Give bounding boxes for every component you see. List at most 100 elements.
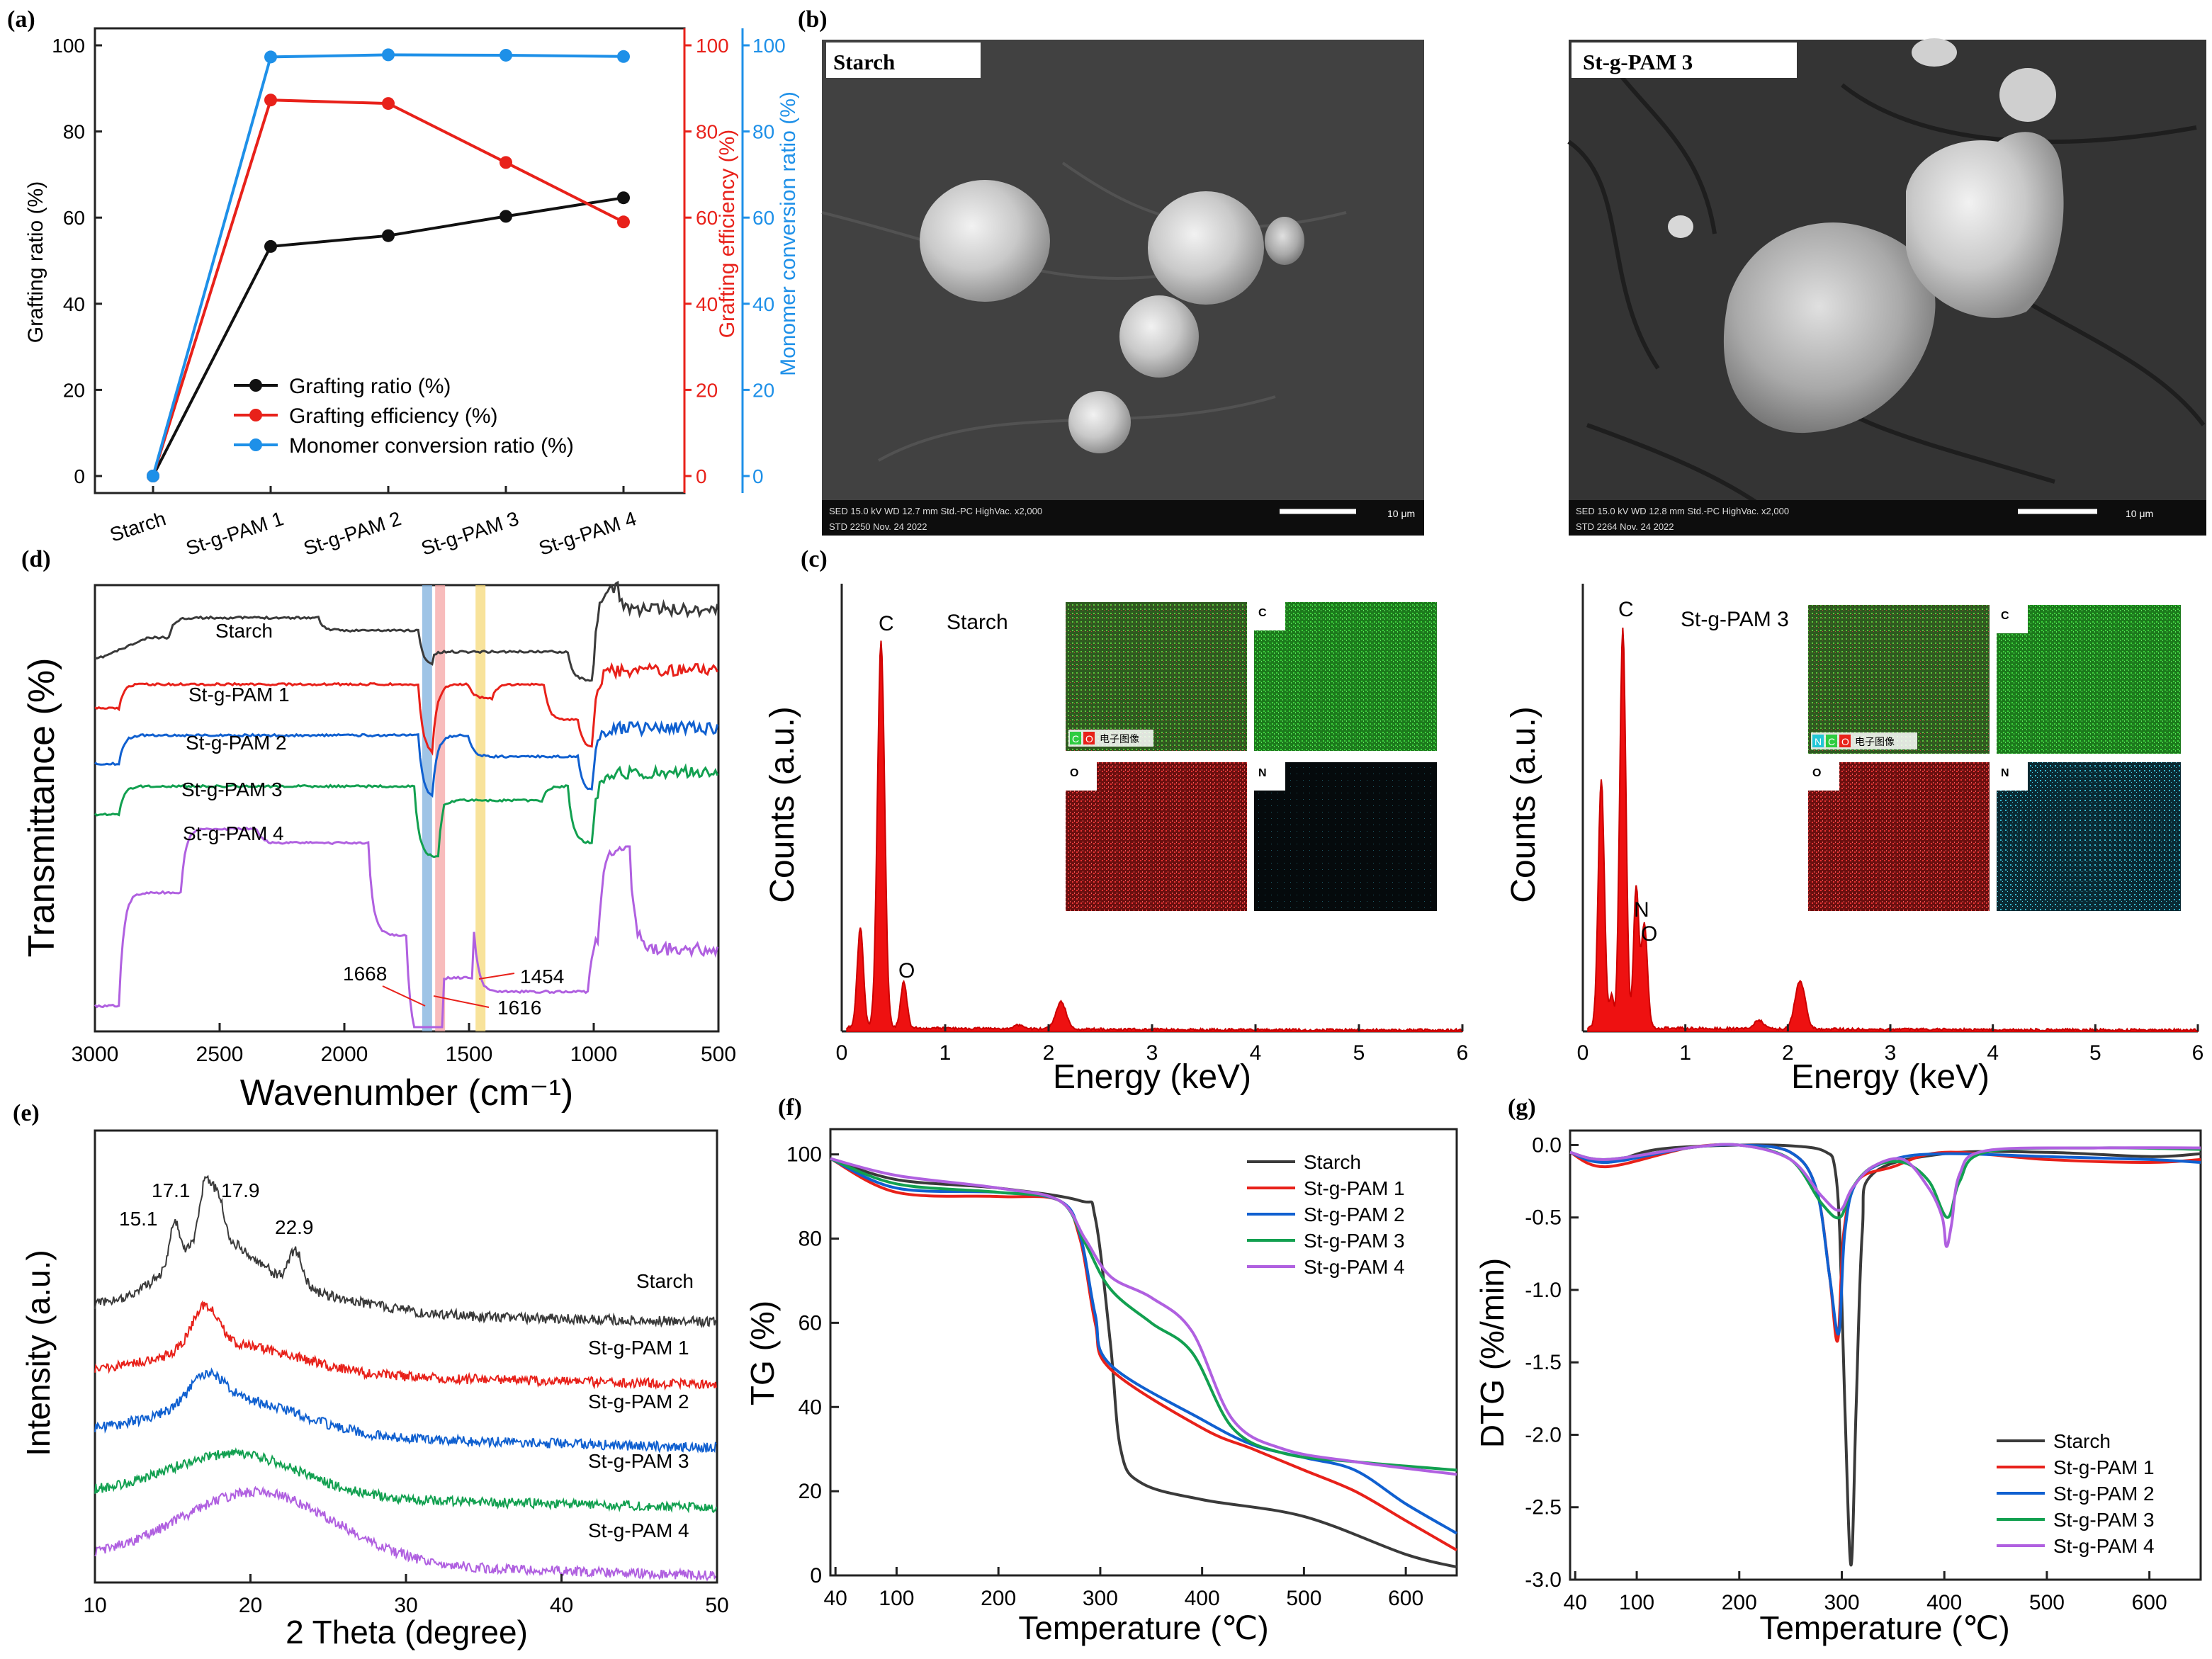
tick-label: 100: [786, 1143, 822, 1167]
ylabel-left-a: Grafting ratio (%): [24, 181, 47, 343]
peak-label-O: O: [1641, 922, 1657, 946]
category-label: St-g-PAM 3: [419, 507, 521, 560]
series-line: [94, 719, 719, 798]
ylabel-c1: Counts (a.u.): [764, 706, 801, 902]
data-point: [617, 191, 630, 205]
series-line: [94, 580, 719, 682]
sem-image-starch: Starch SED 15.0 kV WD 12.7 mm Std.-PC Hi…: [821, 40, 1424, 536]
axis-ticks-g: 40 100 200 300 400 500 600 0.0 -0.5 -1.0 -1.5 -2.0 -…: [1525, 1133, 2167, 1614]
panel-c: (c) 0 1 2 3 4 5 6 C O Starch Energy (keV) Coun…: [764, 546, 2203, 1096]
scale-label: 10 μm: [1387, 508, 1415, 519]
panel-label-a: (a): [7, 6, 35, 33]
tick-label: 40: [550, 1594, 573, 1617]
tick-label: 50: [705, 1594, 728, 1617]
data-point: [264, 94, 277, 107]
axis-ticks-c1: 0 1 2 3 4 5 6: [836, 1024, 1468, 1065]
peak-label: 22.9: [275, 1216, 314, 1238]
series-line: [94, 1485, 717, 1582]
tick-label: 1: [939, 1041, 952, 1065]
legend-item: Monomer conversion ratio (%): [289, 434, 574, 458]
data-point: [264, 239, 277, 253]
tick-label: 600: [1388, 1587, 1423, 1610]
tick-label: 5: [2089, 1041, 2101, 1065]
panel-label-d: (d): [21, 546, 51, 572]
sem-label-starch: Starch: [833, 50, 895, 74]
legend-f: Starch St-g-PAM 1 St-g-PAM 2 St-g-PAM 3 St-g…: [1247, 1151, 1405, 1278]
annotation-1668: 1668: [343, 963, 387, 985]
eds-map-legend-c: C: [1072, 733, 1079, 744]
ylabel-right2-a: Monomer conversion ratio (%): [777, 91, 800, 376]
data-point: [264, 50, 277, 64]
legend-item: St-g-PAM 3: [1304, 1230, 1405, 1252]
tick-label: 0: [74, 465, 85, 487]
category-label: St-g-PAM 2: [301, 507, 404, 560]
legend-item: St-g-PAM 4: [2053, 1535, 2155, 1557]
plot-frame-f: [829, 1128, 1458, 1577]
legend-item: Starch: [2053, 1430, 2111, 1452]
panel-a: (a) 0 0 0 20 20 20 40 40 40 60 60 60 80 80 80 100 100 100…: [7, 6, 800, 560]
legend-item: Grafting ratio (%): [289, 375, 451, 398]
category-label: Starch: [107, 507, 169, 545]
tick-label: 300: [1083, 1587, 1118, 1610]
xlabel-g: Temperature (℃): [1759, 1609, 2009, 1646]
series-lines-e: [94, 1174, 718, 1582]
tick-label: 2: [1782, 1041, 1794, 1065]
plot-frame-g: [1569, 1129, 2202, 1581]
panel-d: (d) 3000 2500 2000 1500 1000 500 Starch St-g-P…: [21, 546, 736, 1114]
series-label-starch: Starch: [947, 611, 1008, 634]
axis-ticks-c2: 0 1 2 3 4 5 6: [1577, 1024, 2204, 1065]
ylabel-f: TG (%): [744, 1301, 781, 1405]
tick-label: -0.5: [1525, 1206, 1562, 1230]
sem-info2-starch: STD 2250 Nov. 24 2022: [829, 521, 927, 532]
tick-label: 6: [2192, 1041, 2204, 1065]
tick-label: 2000: [321, 1043, 368, 1066]
tick-label: 500: [2029, 1591, 2065, 1614]
series-lines-d: [94, 580, 719, 1029]
legend-g: Starch St-g-PAM 1 St-g-PAM 2 St-g-PAM 3 St-g…: [1997, 1430, 2155, 1557]
category-label: St-g-PAM 4: [536, 507, 639, 560]
tick-label: -1.5: [1525, 1351, 1562, 1374]
xlabel-d: Wavenumber (cm⁻¹): [240, 1072, 573, 1114]
eds-map-legend-n: N: [1815, 736, 1822, 747]
tick-label: 5: [1353, 1041, 1365, 1065]
legend-item: Starch: [1304, 1151, 1361, 1173]
tick-label: 80: [696, 121, 718, 143]
series-labels-d: Starch St-g-PAM 1 St-g-PAM 2 St-g-PAM 3 St-g…: [181, 620, 290, 844]
xlabel-c1: Energy (keV): [1053, 1058, 1251, 1096]
series-label: St-g-PAM 4: [183, 822, 284, 844]
series-line: [94, 826, 719, 1029]
eds-stg: 0 1 2 3 4 5 6 C N O St-g-PAM 3 Energy (keV) Co…: [1505, 584, 2203, 1096]
axis-ticks-e: 10 20 30 40 50: [83, 1574, 729, 1617]
tick-label: 20: [752, 379, 774, 401]
ylabel-c2: Counts (a.u.): [1505, 706, 1542, 902]
sem-info-starch: SED 15.0 kV WD 12.7 mm Std.-PC HighVac. …: [829, 506, 1042, 516]
series-label: St-g-PAM 4: [588, 1519, 689, 1541]
series-label: St-g-PAM 1: [188, 684, 290, 706]
tick-label: 1500: [446, 1043, 493, 1066]
panel-e: (e) 10 20 30 40 50 Starch St-g-PAM 1 St-g-PAM …: [13, 1100, 729, 1650]
tick-label: 40: [799, 1395, 822, 1419]
peak-label-C: C: [879, 612, 894, 635]
data-point: [382, 97, 395, 111]
tick-label: 3: [1885, 1041, 1897, 1065]
tick-label: 100: [1619, 1591, 1654, 1614]
scale-label: 10 μm: [2126, 508, 2153, 519]
legend-item: St-g-PAM 4: [1304, 1256, 1405, 1278]
series-line: [1569, 1143, 2201, 1336]
series-label: Starch: [636, 1270, 694, 1292]
series-lines-g: [1569, 1143, 2201, 1567]
series-label-stg: St-g-PAM 3: [1681, 608, 1789, 631]
tick-label: 4: [1987, 1041, 1999, 1065]
tick-label: 20: [696, 379, 718, 401]
legend-a: Grafting ratio (%) Grafting efficiency (…: [234, 375, 574, 458]
tick-label: 80: [63, 121, 85, 143]
sem-info-stg: SED 15.0 kV WD 12.8 mm Std.-PC HighVac. …: [1576, 506, 1789, 516]
tick-label: 20: [239, 1594, 262, 1617]
data-point: [382, 48, 395, 62]
eds-map-label: C: [1258, 607, 1267, 619]
peak-label: 17.9: [221, 1179, 260, 1201]
tick-label: 100: [696, 35, 729, 57]
sem-info2-stg: STD 2264 Nov. 24 2022: [1576, 521, 1674, 532]
tick-label: 0.0: [1532, 1133, 1562, 1157]
series-label: St-g-PAM 1: [588, 1337, 689, 1359]
